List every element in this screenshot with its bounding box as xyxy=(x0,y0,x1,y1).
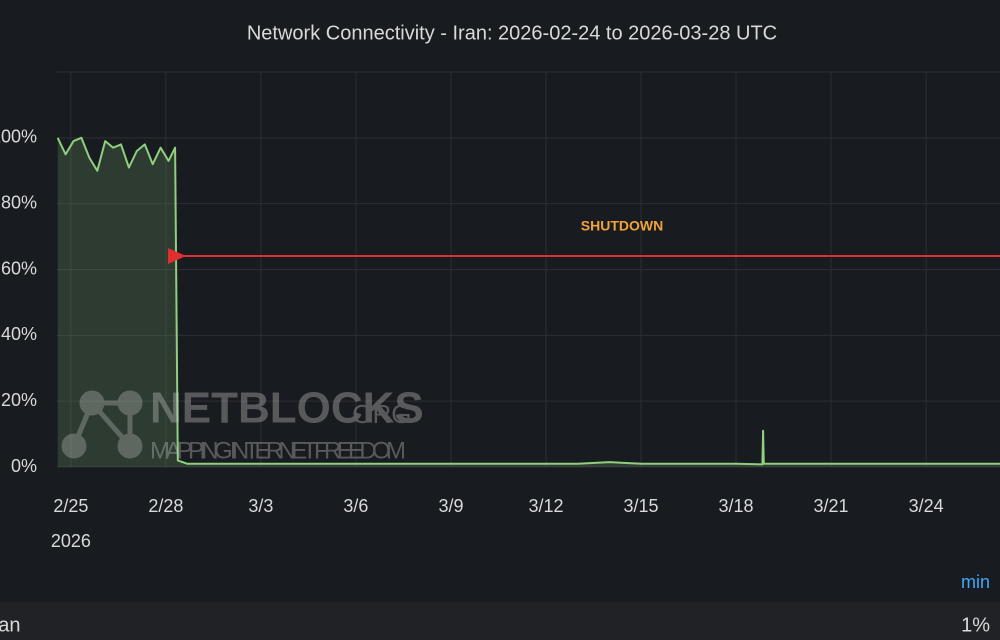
x-tick-label: 3/12 xyxy=(528,496,563,516)
x-tick-label: 3/3 xyxy=(248,496,273,516)
y-tick-label: 100% xyxy=(0,127,37,147)
plot xyxy=(56,136,1000,468)
x-tick-label: 3/15 xyxy=(623,496,658,516)
y-tick-label: 40% xyxy=(1,324,37,344)
annotation: SHUTDOWN xyxy=(581,218,663,234)
watermark-logo xyxy=(61,390,143,459)
watermark-tld: .ORG xyxy=(345,399,411,429)
legend-value: 1% xyxy=(961,614,990,636)
watermark-brand: NETBLOCKS xyxy=(150,384,424,433)
x-tick-label: 3/24 xyxy=(909,496,944,516)
y-tick-label: 20% xyxy=(1,390,37,410)
line xyxy=(56,136,1000,466)
y-tick-label: 60% xyxy=(1,258,37,278)
x-year-label: 2026 xyxy=(51,531,91,551)
legend-name[interactable]: Iran xyxy=(0,614,20,636)
x-tick-label: 3/21 xyxy=(814,496,849,516)
x-tick-label: 2/25 xyxy=(53,496,88,516)
y-tick-label: 80% xyxy=(1,192,37,212)
x-tick-label: 3/9 xyxy=(438,496,463,516)
x-tick-label: 2/28 xyxy=(148,496,183,516)
legend-header[interactable]: min xyxy=(961,572,990,592)
legend-row xyxy=(0,602,1000,640)
grid: 0% 20% 40% 60% 80% 100% 2/25 2026 2/28 3/3 3/6 3/9 3… xyxy=(0,71,1000,551)
watermark-tagline: MAPPING INTERNET FREEDOM xyxy=(150,437,406,464)
x-tick-label: 3/18 xyxy=(719,496,754,516)
watermark: NETBLOCKS .ORG MAPPING INTERNET FREEDOM xyxy=(61,384,424,464)
area xyxy=(57,137,1000,468)
chart-title: Network Connectivity - Iran: 2026-02-24 … xyxy=(247,22,777,44)
x-tick-label: 3/6 xyxy=(343,496,368,516)
y-tick-label: 0% xyxy=(11,456,37,476)
